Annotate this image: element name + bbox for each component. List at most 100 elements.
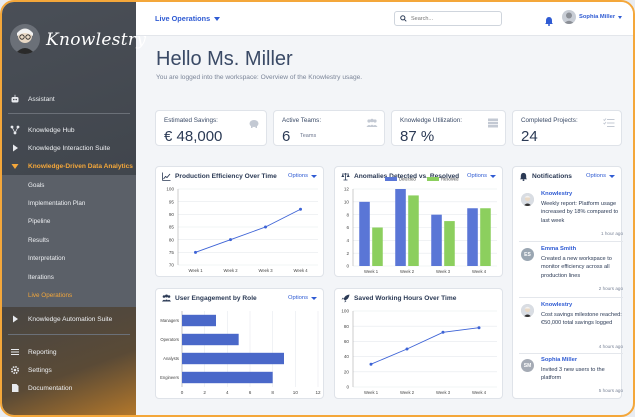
chevron-down-icon [311,296,317,300]
bell-icon[interactable] [544,13,554,26]
chart-title: User Engagement by Role [162,294,257,303]
data-point [229,238,232,242]
avatar: ES [521,248,534,261]
y-tick-label: 95 [169,199,175,204]
sidebar-subitem-interpretation[interactable]: Interpretation [28,255,66,262]
saved-hours-chart: 0 20 40 60 80 100 Week 1 Week 2 Week 3 Week 4 [341,309,497,395]
notification-divider [519,353,623,354]
sidebar-item-documentation[interactable]: Documentation [2,379,136,397]
x-tick-label: 2 [203,390,206,395]
chart-options-button[interactable]: Options [467,173,496,179]
chevron-down-icon [618,15,623,19]
search-input[interactable] [411,15,491,22]
sidebar-item-automation-suite[interactable]: Knowledge Automation Suite [2,310,136,328]
sidebar-item-assistant[interactable]: Assistant [2,90,136,108]
y-tick-label: 20 [344,369,350,374]
chart-title-text: Anomalies Detected vs. Resolved [354,173,460,180]
line-chart-icon [162,172,171,181]
notification-message: Invited 3 new users to the platform [541,367,605,382]
avatar [521,193,534,206]
sidebar-item-settings[interactable]: Settings [2,361,136,379]
sidebar-item-interaction-suite[interactable]: Knowledge Interaction Suite [2,139,136,157]
workspace-selector[interactable]: Live Operations [155,14,221,23]
search-icon [400,15,407,22]
sidebar-item-label: Documentation [28,384,73,392]
legend-swatch [427,177,439,181]
chart-title: Production Efficiency Over Time [162,172,277,181]
kpi-card-teams: Active Teams: 6 Teams [273,110,385,146]
y-tick-label: 80 [169,237,175,242]
y-tick-label: 6 [346,225,349,230]
checklist-icon [603,115,615,127]
x-tick-label: Week 4 [293,268,308,273]
sidebar-item-data-analytics[interactable]: Knowledge-Driven Data Analytics [2,157,136,175]
x-tick-label: Week 2 [400,390,415,395]
chart-card-anomalies: Anomalies Detected vs. Resolved Options … [334,166,503,277]
sidebar-subitem-pipeline[interactable]: Pipeline [28,218,51,225]
x-tick-label: Week 3 [436,390,451,395]
legend-label: Resolved [441,177,459,182]
chart-title-text: Production Efficiency Over Time [175,173,277,180]
chart-options-button[interactable]: Options [288,173,317,179]
chart-card-user-engagement: User Engagement by Role Options 0 2 4 6 8 10 1… [155,288,324,399]
sidebar-subitem-results[interactable]: Results [28,237,49,244]
sidebar-subitem-implementation-plan[interactable]: Implementation Plan [28,200,86,207]
options-label: Options [467,173,487,179]
notification-message: Created a new workspace to monitor effic… [541,256,612,279]
chart-card-production-efficiency: Production Efficiency Over Time Options … [155,166,324,277]
data-point [264,225,267,229]
chart-title-text: Saved Working Hours Over Time [354,295,457,302]
notification-time: 2 hours ago [598,286,623,291]
notification-time: 1 hour ago [601,231,623,236]
notification-time: 4 hours ago [598,344,623,349]
sidebar-item-knowledge-hub[interactable]: Knowledge Hub [2,121,136,139]
x-tick-label: Week 4 [472,390,487,395]
y-tick-label: 75 [169,250,175,255]
kpi-card-utilization: Knowledge Utilization: 87 % [391,110,506,146]
notification-message: Cost savings milestone reached: €50,000 … [541,312,622,327]
brand-name: Knowlestry [46,30,147,50]
notification-sender: Emma Smith [541,246,577,252]
sidebar-item-reporting[interactable]: Reporting [2,343,136,361]
sidebar-divider [8,113,130,114]
sidebar-item-label: Knowledge Hub [28,126,75,134]
kpi-label: Estimated Savings: [164,117,218,124]
kpi-value: € 48,000 [164,128,223,145]
sidebar-subitem-iterations[interactable]: Iterations [28,274,54,281]
brand-logo[interactable]: Knowlestry [10,20,146,70]
series-line [370,327,480,365]
y-tick-label: 70 [169,263,175,268]
sidebar-subitem-goals[interactable]: Goals [28,182,45,189]
piggy-bank-icon [248,115,260,128]
avatar: SM [521,359,534,372]
notifications-options-button[interactable]: Options [586,173,615,179]
kpi-card-projects: Completed Projects: 24 [512,110,622,146]
notification-time: 5 hours ago [598,388,623,393]
bar [182,371,273,384]
sidebar-subitem-live-operations[interactable]: Live Operations [28,292,73,299]
y-tick-label: 0 [346,385,349,390]
y-tick-label: 4 [346,238,349,243]
search-box[interactable] [394,11,502,26]
data-point [441,330,445,334]
bar [372,227,383,266]
notification-item[interactable]: ES Emma Smith Created a new workspace to… [521,246,623,294]
notification-item[interactable]: SM Sophia Miller Invited 3 new users to … [521,357,623,397]
gear-icon [10,365,20,375]
y-tick-label: Operators [160,337,179,342]
chart-options-button[interactable]: Options [288,295,317,301]
production-efficiency-chart: 70 75 80 85 90 95 100 Week 1 Week 2 Week 3 Week 4 [166,187,318,273]
avatar [562,10,576,24]
notification-item[interactable]: Knowlestry Weekly report: Platform usage… [521,191,623,239]
notification-item[interactable]: Knowlestry Cost savings milestone reache… [521,302,623,352]
chart-title: Anomalies Detected vs. Resolved [341,172,459,181]
user-menu[interactable]: Sophia Miller [562,10,623,24]
x-tick-label: 8 [271,390,274,395]
y-tick-label: 80 [344,324,350,329]
x-tick-label: Week 3 [258,268,273,273]
y-tick-label: Engineers [160,375,179,380]
users-icon [162,294,171,303]
notifications-title-text: Notifications [532,173,572,180]
bar [182,352,284,365]
x-tick-label: Week 4 [472,269,487,274]
